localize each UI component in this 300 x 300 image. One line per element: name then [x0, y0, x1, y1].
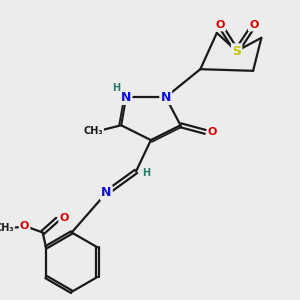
- Text: N: N: [121, 91, 131, 104]
- Text: S: S: [232, 44, 241, 58]
- Text: CH₃: CH₃: [0, 223, 14, 233]
- Text: H: H: [112, 83, 120, 93]
- Text: O: O: [208, 127, 217, 137]
- Text: N: N: [160, 91, 171, 104]
- Text: CH₃: CH₃: [83, 126, 103, 136]
- Text: N: N: [101, 186, 112, 200]
- Text: O: O: [20, 221, 29, 231]
- Text: O: O: [249, 20, 259, 30]
- Text: O: O: [215, 20, 225, 30]
- Text: H: H: [142, 168, 151, 178]
- Text: O: O: [59, 213, 69, 223]
